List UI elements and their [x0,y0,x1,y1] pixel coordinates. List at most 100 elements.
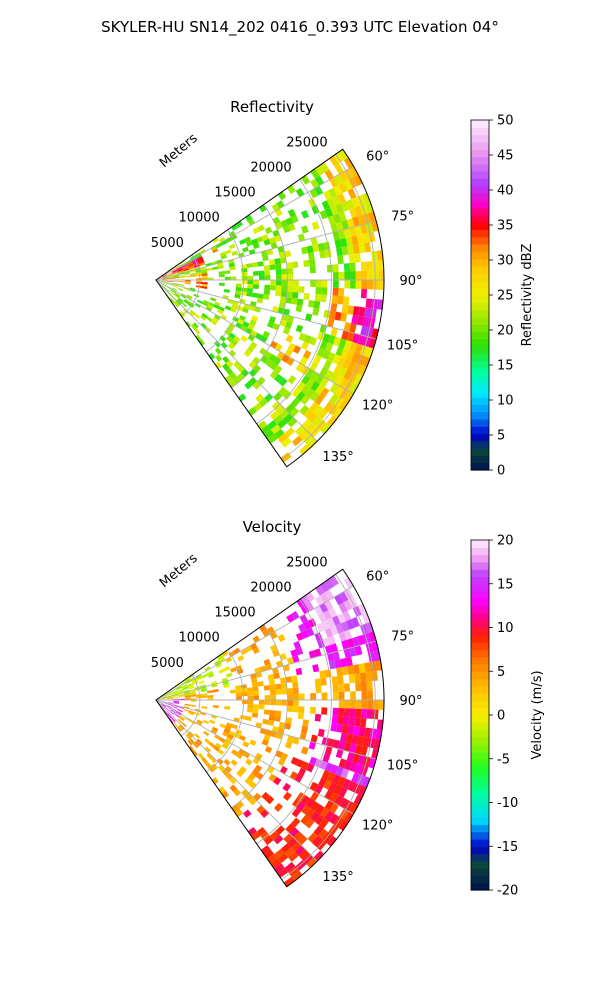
field-cell [201,757,208,764]
field-cell [371,250,378,262]
field-cell [320,423,331,435]
field-cell [343,760,353,771]
field-cell [314,648,322,658]
colorbar-segment [471,868,489,877]
colorbar-segment [471,766,489,774]
field-cell [316,347,325,358]
field-cell [270,424,281,435]
field-cell [371,670,378,682]
field-cell [287,688,294,695]
field-cell [214,340,221,348]
field-cell [247,700,254,705]
field-cell [201,695,208,698]
field-cell [167,277,174,279]
field-cell [346,199,355,210]
field-cell [236,769,244,778]
field-cell [334,795,344,806]
field-cell [190,720,196,725]
field-cell [296,801,306,812]
field-cell [257,224,265,232]
field-cell [167,712,172,718]
field-cell [333,336,342,347]
field-cell [303,293,310,301]
field-cell [287,184,296,194]
field-cell [338,708,345,717]
field-cell [337,193,346,204]
field-cell [283,413,294,424]
field-cell [272,229,280,237]
field-cell [343,263,351,272]
field-cell [200,322,207,329]
colorbar-segment [471,802,489,811]
field-cell [329,802,339,814]
field-cell [363,336,372,347]
field-cell [366,709,373,719]
field-cell [188,311,195,317]
field-cell [252,647,260,654]
field-cell [177,287,184,292]
field-cell [160,703,166,708]
field-cell [293,693,299,700]
field-cell [352,636,361,647]
field-cell [192,750,198,757]
field-cell [367,690,373,700]
field-cell [333,213,342,224]
field-cell [235,283,242,288]
field-cell [298,767,307,777]
field-cell [272,667,279,674]
field-cell [322,333,331,343]
field-cell [288,851,299,862]
field-cell [338,366,348,378]
azimuth-gridline [155,279,354,395]
field-cell [336,667,343,677]
field-cell [274,374,283,383]
field-cell [224,375,233,384]
field-cell [324,789,334,800]
colorbar-segment [471,448,489,457]
field-cell [178,725,184,731]
field-cell [365,347,374,359]
azimuth-gridline [155,279,318,442]
field-cell [202,277,208,280]
field-cell [333,185,343,196]
field-cell [173,277,180,279]
field-cell [176,686,183,691]
field-cell [315,804,325,815]
field-cell [372,280,379,290]
field-cell [277,191,287,201]
field-cell [220,239,228,246]
colorbar-segment [471,346,489,354]
field-cell [233,732,241,739]
field-cell [347,725,355,735]
field-cell [235,752,243,760]
field-cell [161,282,167,285]
field-cell [172,285,179,288]
field-cell [194,252,201,257]
field-cell [171,270,178,274]
velocity-colorbar-label: Velocity (m/s) [530,670,545,759]
field-cell [313,850,325,862]
field-cell [188,303,194,308]
field-cell [308,741,317,750]
field-cell [162,697,168,700]
field-cell [317,242,325,252]
field-cell [235,287,242,292]
field-cell [337,715,344,725]
field-cell [196,299,203,304]
field-cell [230,307,237,313]
field-cell [216,758,224,765]
field-cell [194,686,201,690]
field-cell [247,704,254,709]
field-cell [279,409,290,419]
field-cell [333,364,343,375]
field-cell [342,716,350,726]
field-cell [301,630,310,639]
field-cell [340,348,350,359]
field-cell [179,724,185,730]
field-cell [309,266,316,274]
field-cell [335,346,344,357]
colorbar-segment [471,433,489,442]
field-cell [251,682,259,688]
field-cell [338,740,346,751]
field-cell [225,237,233,243]
